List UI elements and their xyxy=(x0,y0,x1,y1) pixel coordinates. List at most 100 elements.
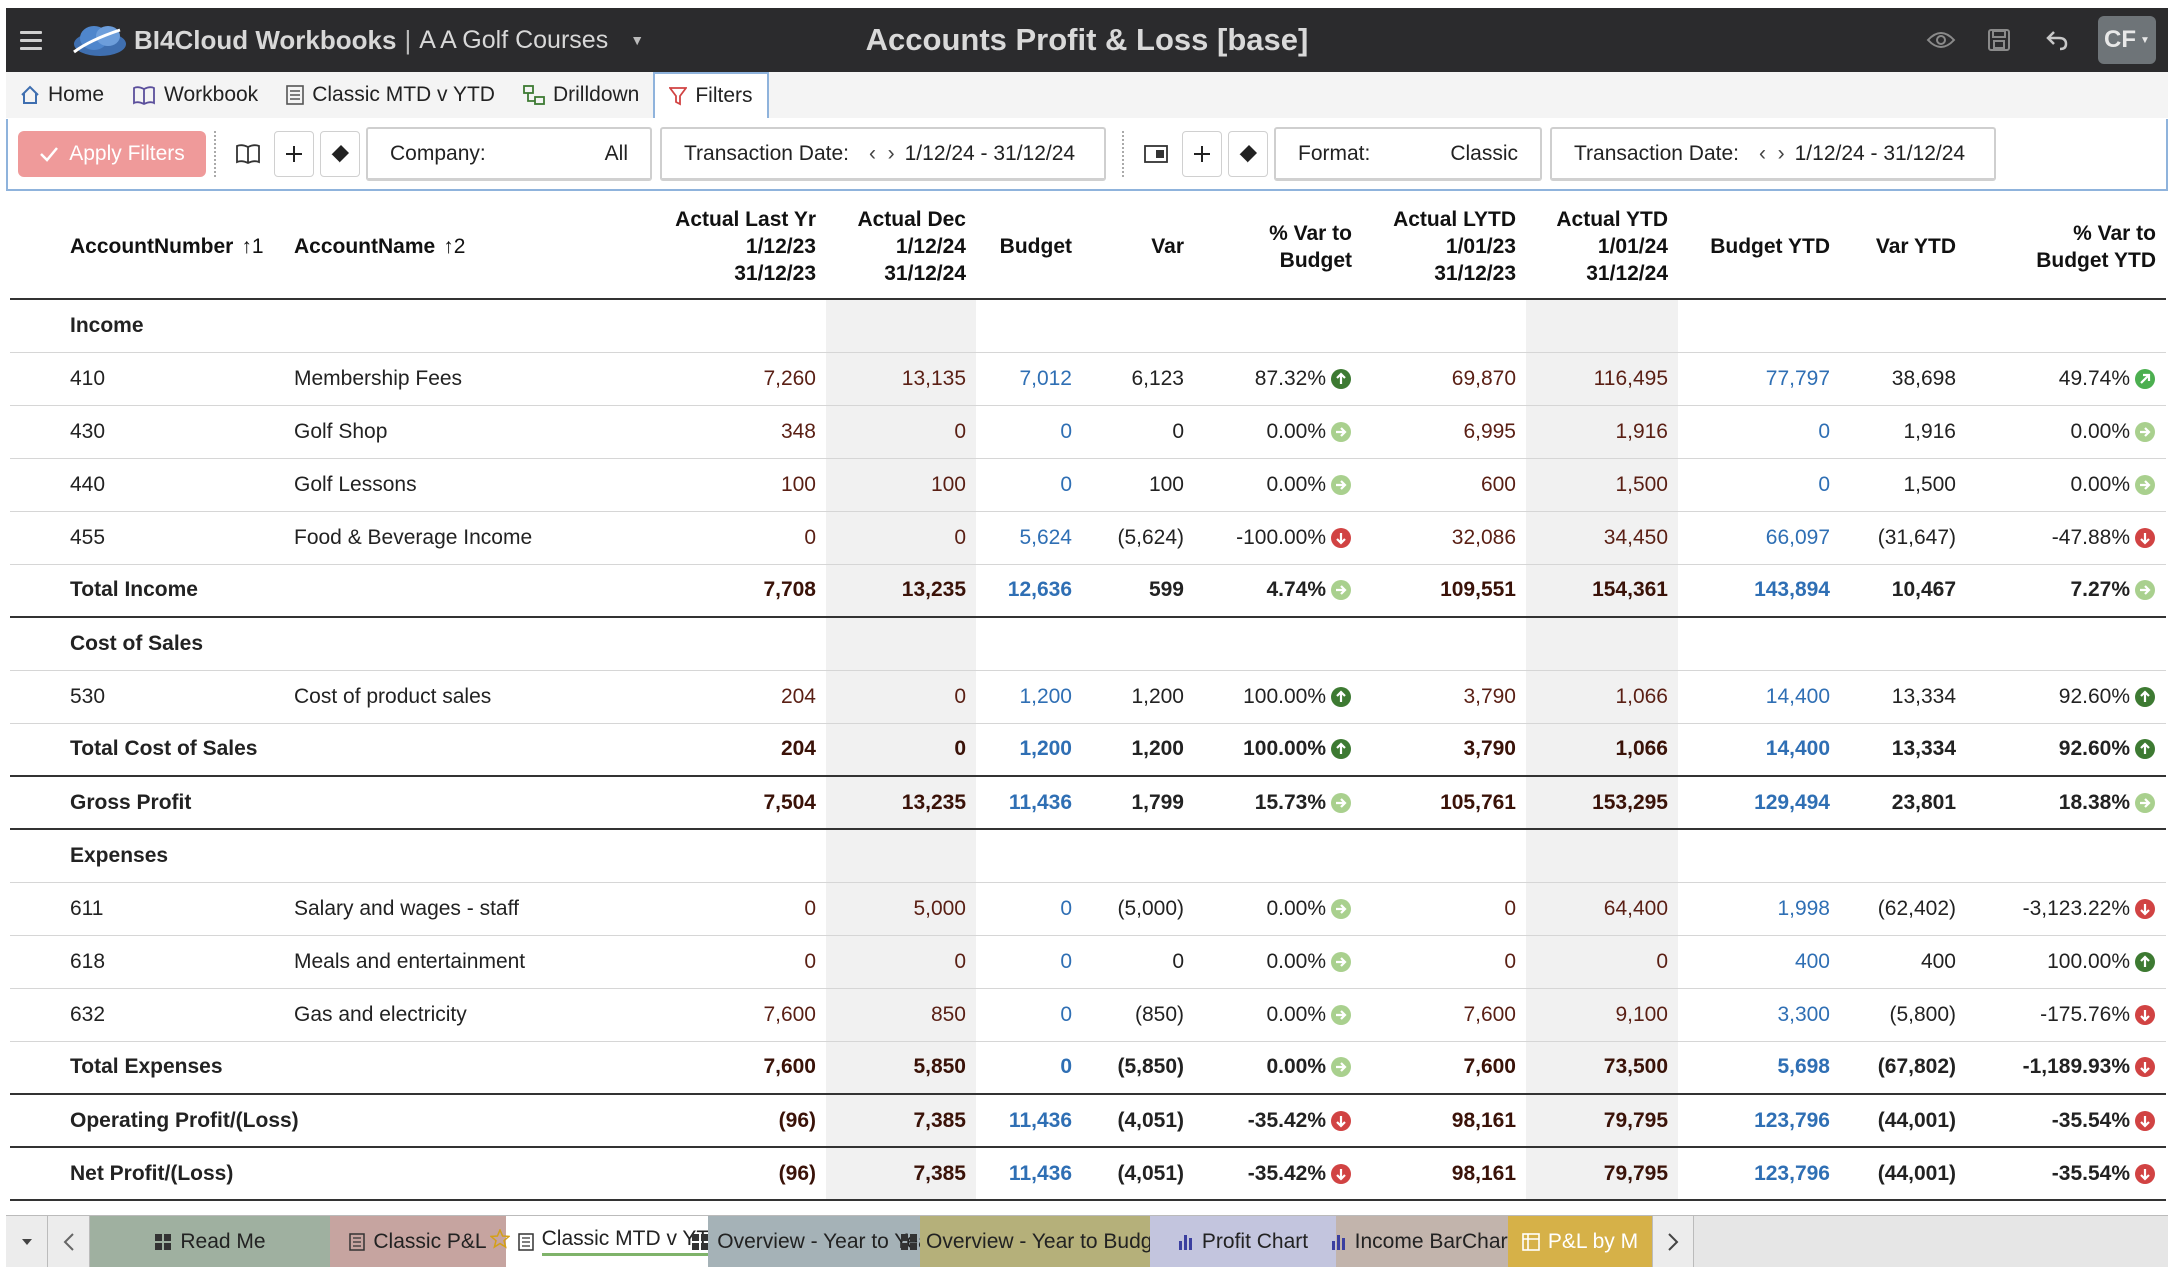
sheet-next-chevron-right-icon[interactable] xyxy=(1652,1216,1694,1267)
apply-filters-button[interactable]: Apply Filters xyxy=(18,131,206,177)
header-actual-dec[interactable]: Actual Dec 1/12/24 31/12/24 xyxy=(826,195,976,300)
budget-cell[interactable]: 5,624 xyxy=(976,511,1082,565)
budget-cell[interactable] xyxy=(976,299,1082,353)
budget-cell[interactable]: 0 xyxy=(976,1041,1082,1095)
budget-ytd-cell[interactable]: 77,797 xyxy=(1678,352,1840,406)
table-row[interactable]: 430 Golf Shop 348 0 0 0 0.00% 6,995 1,916 0 1,916 0… xyxy=(10,405,2166,459)
header-pct-var-budget[interactable]: % Var to Budget xyxy=(1194,195,1362,300)
header-account-name[interactable]: AccountName ↑2 xyxy=(284,195,640,300)
budget-cell[interactable]: 0 xyxy=(976,882,1082,936)
table-row[interactable]: 611 Salary and wages - staff 0 5,000 0 (5,000… xyxy=(10,882,2166,936)
total-row[interactable]: Total Income 7,708 13,235 12,636 599 4.74% 109… xyxy=(10,564,2166,618)
header-var[interactable]: Var xyxy=(1082,195,1194,300)
sheet-tab-income-barchart[interactable]: Income BarChart xyxy=(1331,1216,1513,1267)
undo-icon[interactable] xyxy=(2040,23,2074,57)
header-actual-ytd[interactable]: Actual YTD 1/01/24 31/12/24 xyxy=(1526,195,1678,300)
add-filter-button[interactable] xyxy=(274,131,314,177)
table-row[interactable]: 440 Golf Lessons 100 100 0 100 0.00% 600 1,500 0 1… xyxy=(10,458,2166,512)
table-row[interactable]: 410 Membership Fees 7,260 13,135 7,012 6,123 8… xyxy=(10,352,2166,406)
budget-ytd-cell[interactable]: 5,698 xyxy=(1678,1041,1840,1095)
transaction-date-filter[interactable]: Transaction Date: ‹ › 1/12/24 - 31/12/24 xyxy=(660,127,1106,181)
tab-drilldown[interactable]: Drilldown xyxy=(509,72,653,118)
star-icon[interactable] xyxy=(488,1227,511,1255)
budget-ytd-cell[interactable]: 14,400 xyxy=(1678,670,1840,724)
total-row[interactable]: Operating Profit/(Loss) (96) 7,385 11,436 (4… xyxy=(10,1094,2166,1148)
sheet-prev-chevron-left-icon[interactable] xyxy=(48,1216,90,1267)
table-row[interactable]: 455 Food & Beverage Income 0 0 5,624 (5,624) -… xyxy=(10,511,2166,565)
sheet-tab-classic-p-l[interactable]: Classic P&L xyxy=(330,1216,506,1267)
table-row[interactable]: 618 Meals and entertainment 0 0 0 0 0.00% 0 0 400… xyxy=(10,935,2166,989)
date-prev-next-icon[interactable]: ‹ › xyxy=(868,141,895,165)
header-pct-var-budget-ytd[interactable]: % Var to Budget YTD xyxy=(1966,195,2166,300)
sheet-tab-overview-year-to-year[interactable]: Overview - Year to Year xyxy=(692,1216,937,1267)
clear-filters-button[interactable] xyxy=(320,131,360,177)
budget-cell[interactable] xyxy=(976,829,1082,883)
header-actual-lytd[interactable]: Actual LYTD 1/01/23 31/12/23 xyxy=(1362,195,1526,300)
section-header-row[interactable]: Expenses xyxy=(10,829,2166,883)
total-row[interactable]: Total Cost of Sales 204 0 1,200 1,200 100.00%… xyxy=(10,723,2166,777)
header-account-number[interactable]: AccountNumber ↑1 xyxy=(10,195,284,300)
header-var-ytd[interactable]: Var YTD xyxy=(1840,195,1966,300)
budget-ytd-cell[interactable]: 143,894 xyxy=(1678,564,1840,618)
budget-cell[interactable]: 12,636 xyxy=(976,564,1082,618)
header-budget[interactable]: Budget xyxy=(976,195,1082,300)
budget-ytd-cell[interactable]: 400 xyxy=(1678,935,1840,989)
budget-ytd-cell[interactable] xyxy=(1678,299,1840,353)
budget-ytd-cell[interactable]: 1,998 xyxy=(1678,882,1840,936)
budget-cell[interactable]: 11,436 xyxy=(976,1147,1082,1201)
budget-ytd-cell[interactable]: 123,796 xyxy=(1678,1147,1840,1201)
tab-classic-mtd-v-ytd[interactable]: Classic MTD v YTD xyxy=(272,72,509,118)
book-button[interactable] xyxy=(228,131,268,177)
menu-icon[interactable] xyxy=(6,8,56,72)
budget-ytd-cell[interactable]: 129,494 xyxy=(1678,776,1840,830)
save-icon[interactable] xyxy=(1982,23,2016,57)
eye-icon[interactable] xyxy=(1924,23,1958,57)
avatar[interactable]: CF ▼ xyxy=(2098,16,2156,64)
total-row[interactable]: Gross Profit 7,504 13,235 11,436 1,799 15.73%… xyxy=(10,776,2166,830)
tab-home[interactable]: Home xyxy=(6,72,118,118)
budget-cell[interactable] xyxy=(976,617,1082,671)
company-selector[interactable]: A A Golf Courses xyxy=(419,25,609,54)
clear-format-button[interactable] xyxy=(1228,131,1268,177)
sheet-tab-profit-chart[interactable]: Profit Chart xyxy=(1150,1216,1336,1267)
budget-cell[interactable]: 1,200 xyxy=(976,670,1082,724)
budget-cell[interactable]: 0 xyxy=(976,458,1082,512)
sheet-tab-classic-mtd-v-ytd[interactable]: Classic MTD v YTD xyxy=(488,1216,725,1267)
budget-cell[interactable]: 0 xyxy=(976,988,1082,1042)
budget-cell[interactable]: 0 xyxy=(976,935,1082,989)
budget-ytd-cell[interactable]: 123,796 xyxy=(1678,1094,1840,1148)
budget-ytd-cell[interactable] xyxy=(1678,617,1840,671)
section-header-row[interactable]: Income xyxy=(10,299,2166,353)
budget-cell[interactable]: 11,436 xyxy=(976,776,1082,830)
budget-cell[interactable]: 11,436 xyxy=(976,1094,1082,1148)
budget-ytd-cell[interactable]: 0 xyxy=(1678,405,1840,459)
sheet-menu-chevron-down-icon[interactable] xyxy=(6,1216,48,1267)
sheet-tab-read-me[interactable]: Read Me xyxy=(90,1216,330,1267)
header-budget-ytd[interactable]: Budget YTD xyxy=(1678,195,1840,300)
budget-cell[interactable]: 0 xyxy=(976,405,1082,459)
total-row[interactable]: Net Profit/(Loss) (96) 7,385 11,436 (4,051) -… xyxy=(10,1147,2166,1201)
table-row[interactable]: 530 Cost of product sales 204 0 1,200 1,200 10… xyxy=(10,670,2166,724)
sheet-tab-overview-year-to-budget[interactable]: Overview - Year to Budget xyxy=(901,1216,1170,1267)
budget-ytd-cell[interactable]: 14,400 xyxy=(1678,723,1840,777)
section-header-row[interactable]: Cost of Sales xyxy=(10,617,2166,671)
table-row[interactable]: 632 Gas and electricity 7,600 850 0 (850) 0.00… xyxy=(10,988,2166,1042)
budget-cell[interactable]: 7,012 xyxy=(976,352,1082,406)
company-filter[interactable]: Company: All xyxy=(366,127,652,181)
date-prev-next-icon[interactable]: ‹ › xyxy=(1758,141,1785,165)
total-row[interactable]: Total Expenses 7,600 5,850 0 (5,850) 0.00% 7,6… xyxy=(10,1041,2166,1095)
company-chevron-down-icon[interactable]: ▼ xyxy=(630,32,645,48)
budget-ytd-cell[interactable]: 3,300 xyxy=(1678,988,1840,1042)
budget-ytd-cell[interactable]: 0 xyxy=(1678,458,1840,512)
tab-filters[interactable]: Filters xyxy=(653,72,769,118)
sheet-tab-p-l-by-m[interactable]: P&L by M xyxy=(1508,1216,1652,1267)
add-format-button[interactable] xyxy=(1182,131,1222,177)
tab-workbook[interactable]: Workbook xyxy=(118,72,272,118)
header-actual-last-yr[interactable]: Actual Last Yr 1/12/23 31/12/23 xyxy=(640,195,826,300)
budget-ytd-cell[interactable]: 66,097 xyxy=(1678,511,1840,565)
budget-cell[interactable]: 1,200 xyxy=(976,723,1082,777)
panel-button[interactable] xyxy=(1136,131,1176,177)
budget-ytd-cell[interactable] xyxy=(1678,829,1840,883)
transaction-date-filter-2[interactable]: Transaction Date: ‹ › 1/12/24 - 31/12/24 xyxy=(1550,127,1996,181)
format-filter[interactable]: Format: Classic xyxy=(1274,127,1542,181)
